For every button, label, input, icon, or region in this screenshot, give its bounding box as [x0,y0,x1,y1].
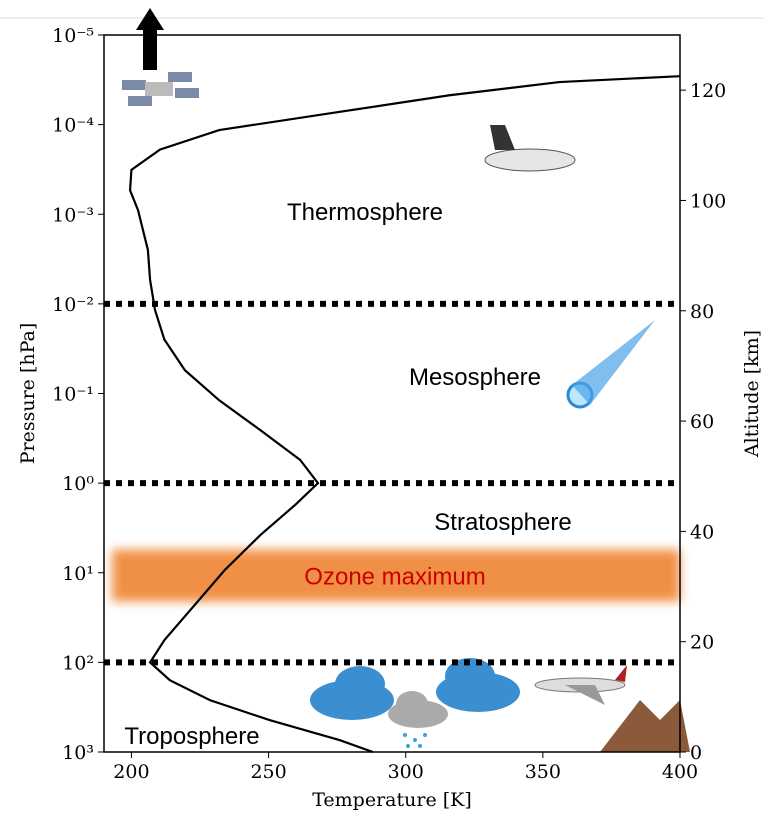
y-tick-label: 10⁻³ [52,204,94,226]
x-tick-label: 400 [662,761,698,783]
y2-tick-label: 60 [690,411,714,433]
layer-label: Thermosphere [287,199,443,226]
y-axis-label: Pressure [hPa] [17,323,39,465]
chart: Ozone maximum20025030035040010⁻⁵10⁻⁴10⁻³… [0,0,764,814]
y-tick-label: 10³ [62,742,94,764]
y2-axis-label: Altitude [km] [741,330,763,458]
y2-tick-label: 80 [690,301,714,323]
y2-tick-label: 40 [690,521,714,543]
x-tick-label: 350 [525,761,561,783]
y2-tick-label: 20 [690,632,714,654]
layer-label: Stratosphere [434,509,571,536]
temperature-profile [130,76,680,752]
y2-tick-label: 0 [690,742,702,764]
layer-label: Mesosphere [409,364,541,391]
x-tick-label: 300 [388,761,424,783]
icons [122,8,690,752]
y-tick-label: 10⁻⁴ [52,115,94,137]
y-tick-label: 10⁻⁵ [52,25,94,47]
y2-tick-label: 100 [690,190,726,212]
band-label: Ozone maximum [304,564,485,591]
y2-tick-label: 120 [690,80,726,102]
y-tick-label: 10² [62,652,94,674]
x-tick-label: 200 [113,761,149,783]
y-tick-label: 10¹ [62,563,94,585]
layer-label: Troposphere [124,723,259,750]
y-tick-label: 10⁰ [62,473,94,495]
y-tick-label: 10⁻² [52,294,94,316]
x-axis-label: Temperature [K] [312,789,472,811]
x-tick-label: 250 [250,761,286,783]
y-tick-label: 10⁻¹ [52,384,94,406]
